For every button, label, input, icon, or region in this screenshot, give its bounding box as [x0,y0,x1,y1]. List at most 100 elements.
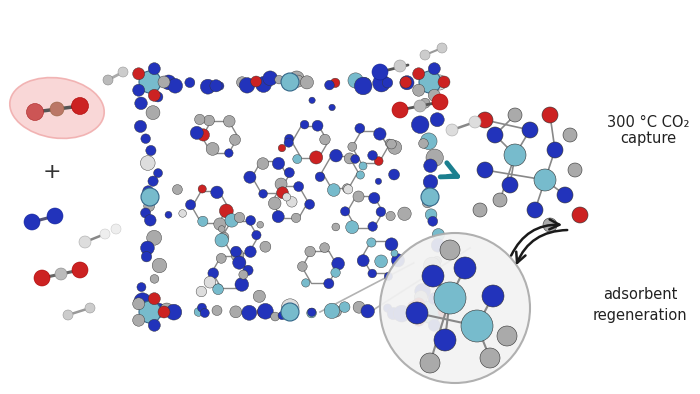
Circle shape [504,144,526,166]
Circle shape [281,73,299,91]
Circle shape [146,145,156,156]
Circle shape [384,272,393,281]
Circle shape [256,76,272,93]
Circle shape [204,276,216,288]
Circle shape [245,246,256,257]
Circle shape [275,178,287,190]
Circle shape [547,142,563,158]
Circle shape [312,120,323,131]
Circle shape [307,308,316,316]
Circle shape [428,293,440,305]
Circle shape [118,67,128,77]
Circle shape [461,310,493,342]
Circle shape [197,303,206,312]
Circle shape [210,80,222,92]
Circle shape [432,94,448,110]
Circle shape [165,211,172,218]
Circle shape [234,212,245,223]
Circle shape [215,234,228,247]
FancyArrowPatch shape [516,230,567,263]
Circle shape [158,76,170,88]
Circle shape [194,308,203,316]
Circle shape [144,201,155,212]
FancyArrowPatch shape [440,163,458,177]
Circle shape [413,314,425,326]
Circle shape [426,149,443,166]
Circle shape [148,63,160,75]
Circle shape [420,50,430,60]
Circle shape [359,162,367,170]
Circle shape [419,74,436,92]
Circle shape [294,182,304,191]
Circle shape [211,186,223,199]
Circle shape [419,301,441,323]
Circle shape [190,126,204,139]
Circle shape [143,301,155,314]
Circle shape [340,302,350,312]
Circle shape [50,102,64,116]
Circle shape [355,123,365,133]
Text: +: + [43,162,62,182]
Circle shape [272,210,284,223]
Circle shape [330,149,342,162]
Circle shape [218,232,229,242]
Circle shape [428,63,440,75]
Circle shape [223,115,235,127]
Circle shape [141,208,150,218]
Circle shape [320,243,330,253]
Circle shape [196,286,206,297]
Circle shape [428,216,438,226]
Circle shape [368,269,377,278]
Circle shape [424,175,438,189]
Circle shape [367,238,376,247]
Circle shape [253,290,265,303]
Circle shape [158,306,170,318]
Circle shape [285,134,293,143]
Circle shape [382,78,393,88]
Circle shape [225,214,239,227]
Circle shape [251,76,262,87]
Circle shape [144,78,158,91]
Circle shape [72,262,88,278]
Circle shape [413,84,425,96]
Circle shape [139,71,161,93]
Circle shape [375,178,382,184]
Circle shape [139,301,161,323]
Circle shape [178,210,186,217]
Circle shape [141,188,159,206]
Circle shape [186,200,196,210]
Circle shape [329,104,335,111]
Circle shape [420,98,430,108]
Circle shape [150,275,159,283]
Circle shape [344,185,353,194]
Circle shape [219,204,233,218]
Circle shape [568,163,582,177]
Circle shape [293,154,302,164]
Circle shape [422,265,444,287]
Circle shape [146,106,160,120]
Circle shape [406,302,428,324]
Circle shape [172,185,183,195]
Circle shape [376,207,386,217]
Circle shape [230,134,241,145]
Circle shape [348,73,363,88]
Circle shape [272,157,285,169]
Circle shape [412,116,429,134]
Circle shape [384,304,392,312]
Circle shape [368,222,377,231]
Circle shape [213,284,223,295]
Circle shape [482,285,504,307]
Circle shape [324,303,340,319]
Circle shape [438,76,450,88]
Circle shape [328,184,340,196]
Circle shape [431,238,445,252]
Circle shape [276,187,288,199]
Circle shape [85,303,95,313]
Circle shape [440,240,460,260]
Circle shape [200,309,209,318]
Circle shape [356,171,365,179]
Circle shape [430,113,444,127]
Circle shape [424,257,440,274]
Circle shape [204,115,214,126]
Circle shape [268,197,281,210]
